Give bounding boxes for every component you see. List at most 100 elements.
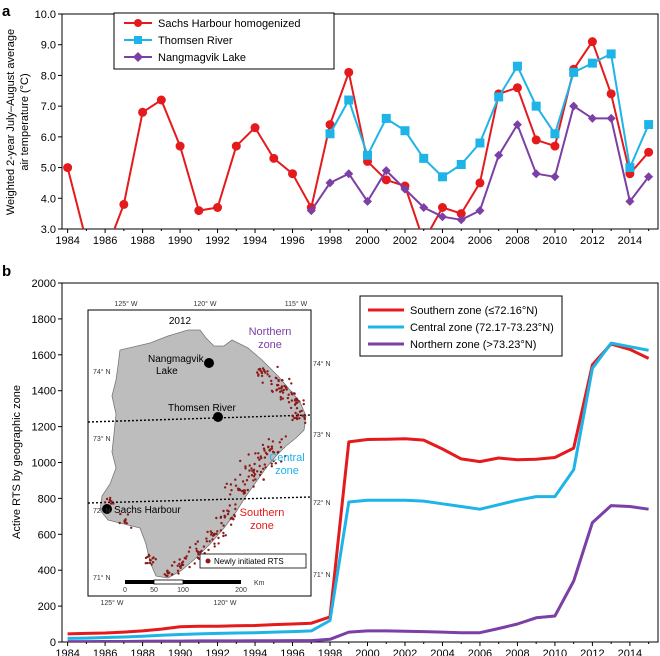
rts-dot: [274, 462, 277, 465]
lon-top-120: 120° W: [193, 300, 216, 308]
rts-dot: [259, 470, 263, 474]
rts-dot: [288, 377, 291, 381]
panel-b-label: b: [2, 263, 11, 280]
panel-a-label: a: [2, 3, 11, 20]
sachs-harbour-label: Sachs Harbour: [114, 505, 181, 516]
rts-dot: [293, 392, 296, 395]
series-0: [63, 37, 654, 229]
series-0: [67, 342, 650, 636]
data-point: [644, 120, 654, 130]
data-point: [531, 101, 541, 111]
rts-dot: [261, 367, 265, 370]
rts-dot: [267, 438, 270, 441]
x-tick-label: 2000: [355, 648, 379, 656]
rts-dot: [154, 558, 157, 561]
rts-dot: [109, 502, 113, 505]
rts-dot: [222, 531, 225, 535]
rts-dot: [248, 464, 251, 467]
rts-dot: [205, 540, 209, 543]
rts-dot: [268, 375, 271, 378]
rts-dot: [297, 414, 300, 417]
victoria-island-land: [99, 329, 307, 579]
rts-dot: [286, 396, 290, 400]
rts-dot: [206, 530, 209, 534]
rts-dot: [248, 469, 251, 472]
rts-dot: [281, 391, 285, 394]
rts-dot: [150, 563, 153, 566]
rts-dot: [152, 556, 155, 559]
rts-dot: [293, 416, 296, 420]
rts-dot: [220, 521, 223, 525]
rts-dot: [266, 370, 269, 373]
rts-dot: [202, 545, 206, 548]
data-point: [531, 169, 541, 179]
rts-dot: [144, 556, 148, 560]
rts-dot: [251, 469, 254, 472]
data-point: [456, 215, 466, 225]
rts-dot: [280, 460, 283, 463]
panel-a-frame: [61, 13, 659, 230]
rts-dot: [244, 465, 247, 468]
rts-dot: [259, 369, 262, 372]
rts-dot: [283, 384, 286, 388]
rts-dot: [303, 416, 306, 419]
rts-dot: [295, 416, 298, 420]
series-line: [67, 342, 650, 636]
rts-dot: [188, 565, 191, 569]
rts-dot: [196, 550, 200, 553]
legend-marker-sachs: [134, 19, 142, 27]
y-tick-label: 400: [38, 565, 56, 577]
rts-dot: [234, 507, 237, 511]
central-zone-label-1: Central: [269, 452, 304, 464]
lat-left-71: 71° N: [93, 574, 111, 582]
y-tick-label: 1000: [32, 458, 56, 470]
rts-dot: [181, 563, 185, 567]
rts-dot: [260, 374, 264, 378]
rts-dot: [208, 540, 211, 543]
series-2: [67, 504, 649, 642]
rts-dot: [109, 496, 112, 500]
rts-dot: [173, 560, 176, 564]
sachs-harbour-marker: [102, 504, 112, 514]
data-point: [606, 49, 616, 59]
rts-dot: [178, 562, 181, 566]
data-point: [419, 203, 429, 212]
data-point: [456, 209, 466, 219]
rts-dot: [229, 483, 233, 486]
rts-dot: [254, 452, 257, 455]
x-tick-label: 1988: [130, 648, 154, 656]
rts-dot: [253, 462, 256, 466]
legend-text-thomsen: Thomsen River: [158, 35, 233, 47]
rts-dot: [108, 499, 112, 502]
data-point: [269, 153, 279, 163]
southern-zone-label-2: zone: [250, 520, 274, 532]
rts-dot: [247, 453, 250, 456]
x-tick-label: 2006: [468, 648, 492, 656]
y-tick-label: 1800: [32, 314, 56, 326]
rts-dot: [270, 465, 273, 468]
panel-a-y-label-line1: Weighted 2-year July–August average: [5, 29, 17, 215]
rts-dot: [279, 398, 282, 401]
lat-left-74: 74° N: [93, 368, 111, 376]
rts-dot: [302, 399, 305, 402]
rts-dot: [103, 501, 107, 504]
rts-dot: [148, 554, 151, 557]
rts-dot: [119, 512, 122, 516]
x-tick-label: 2004: [430, 235, 454, 247]
y-tick-label: 3.0: [41, 224, 56, 236]
x-tick-label: 1996: [280, 648, 304, 656]
northern-zone-label-1: Northern: [249, 326, 292, 338]
rts-dot: [254, 478, 257, 481]
lat-right-72: 72° N: [313, 499, 331, 507]
rts-dot: [270, 462, 273, 465]
rts-dot: [262, 447, 266, 450]
panel-a-x-ticks: 1984 1986 1988 1990 1992 1994 1996 1998 2000 2002…: [55, 229, 650, 247]
rts-dot: [125, 522, 128, 525]
series-line: [329, 52, 650, 178]
rts-dot: [209, 530, 212, 533]
data-point: [381, 166, 391, 176]
rts-dot: [223, 516, 226, 519]
rts-dot: [241, 480, 245, 483]
legend-text-northern: Northern zone (>73.23°N): [410, 339, 536, 351]
